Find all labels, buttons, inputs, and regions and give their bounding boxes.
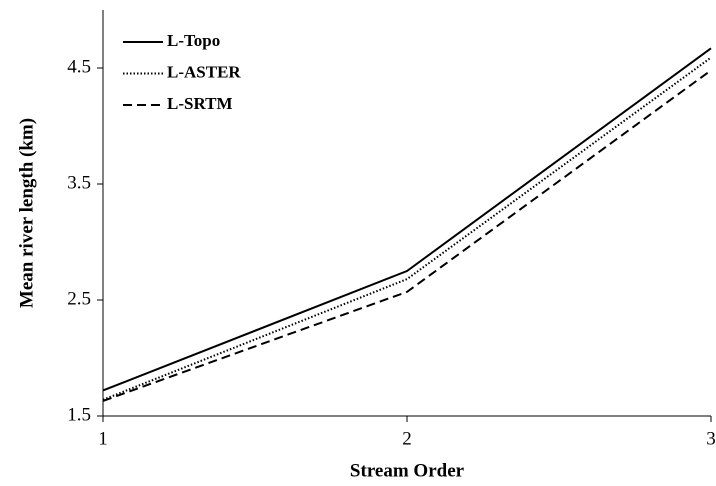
data-line bbox=[102, 47, 712, 392]
y-tick-label: 3.5 bbox=[67, 172, 91, 193]
data-line bbox=[102, 56, 712, 401]
x-tick-label: 3 bbox=[706, 428, 716, 449]
legend-label: L-SRTM bbox=[167, 94, 233, 113]
x-tick-label: 2 bbox=[402, 428, 412, 449]
legend-label: L-ASTER bbox=[167, 62, 241, 81]
y-tick-label: 1.5 bbox=[67, 404, 91, 425]
y-tick-label: 4.5 bbox=[67, 56, 91, 77]
y-tick-label: 2.5 bbox=[67, 288, 91, 309]
x-tick-label: 1 bbox=[98, 428, 108, 449]
data-line bbox=[102, 69, 712, 402]
x-axis-label: Stream Order bbox=[350, 460, 465, 481]
y-axis-label: Mean river length (km) bbox=[16, 118, 37, 308]
legend-label: L-Topo bbox=[167, 31, 220, 50]
